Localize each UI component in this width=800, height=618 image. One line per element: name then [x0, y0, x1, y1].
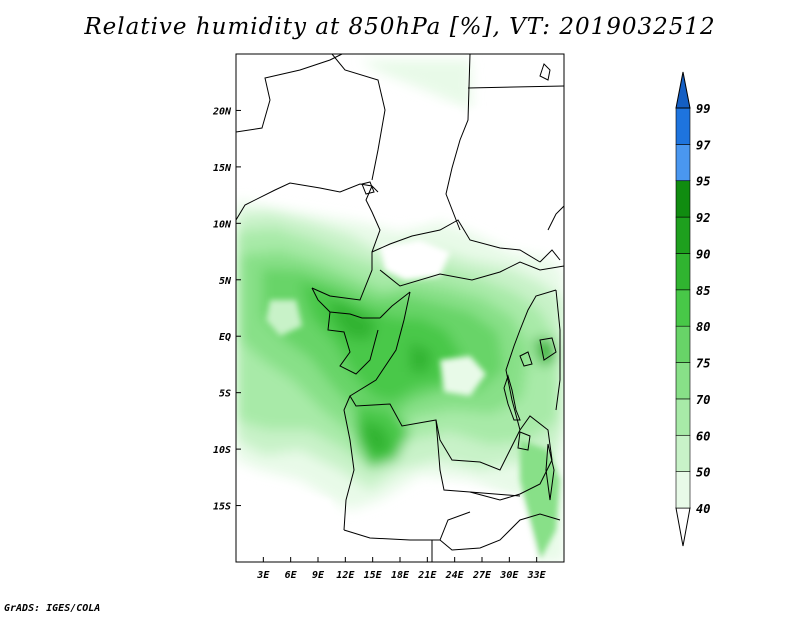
colorbar-label: 80: [696, 320, 710, 334]
lat-tick-label: 5S: [219, 389, 231, 400]
lon-tick-label: 18E: [391, 570, 410, 581]
colorbar-label: 40: [696, 502, 710, 516]
lon-tick-label: 21E: [417, 570, 437, 581]
colorbar-segment: [675, 107, 691, 145]
lon-tick-label: 3E: [256, 570, 270, 581]
colorbar-label: 70: [696, 393, 710, 407]
colorbar-label: 99: [696, 102, 710, 116]
lon-tick-label: 15E: [364, 570, 383, 581]
colorbar-label: 50: [696, 466, 710, 480]
map-title: Relative humidity at 850hPa [%], VT: 201…: [84, 14, 716, 40]
lon-tick-label: 6E: [285, 570, 298, 581]
country-boundaries: [236, 54, 564, 562]
colorbar-segment: [675, 253, 691, 291]
lat-tick-label: 5N: [219, 276, 232, 287]
colorbar-segment: [675, 471, 691, 509]
lon-tick-label: 33E: [527, 570, 547, 581]
colorbar-low-triangle: [675, 507, 691, 547]
colorbar-segment: [675, 144, 691, 182]
lat-tick-label: 20N: [212, 106, 232, 117]
lat-tick-label: 15N: [213, 163, 232, 174]
colorbar-label: 95: [696, 175, 710, 189]
lat-tick-label: 10N: [213, 219, 232, 230]
humidity-field: [236, 54, 564, 562]
colorbar-segment: [675, 362, 691, 400]
colorbar-segment: [675, 289, 691, 327]
colorbar-label: 75: [696, 357, 710, 371]
latitude-axis: 20N 15N 10N 5N EQ 5S 10S 15S: [212, 106, 241, 513]
colorbar-label: 85: [696, 284, 710, 298]
colorbar-label: 60: [696, 429, 710, 443]
grads-credit: GrADS: IGES/COLA: [4, 603, 101, 614]
colorbar-label: 97: [696, 138, 711, 152]
colorbar-segment: [675, 216, 691, 254]
colorbar-segment: [675, 434, 691, 472]
lat-tick-label: 15S: [213, 502, 231, 513]
colorbar-label: 92: [696, 211, 710, 225]
colorbar-segment: [675, 180, 691, 218]
colorbar-high-triangle: [675, 71, 691, 109]
lon-tick-label: 27E: [472, 570, 492, 581]
colorbar-segment: [675, 325, 691, 363]
lon-tick-label: 24E: [445, 570, 465, 581]
lon-tick-label: 9E: [312, 570, 325, 581]
longitude-axis: 3E 6E 9E 12E 15E 18E 21E 24E 27E 30E 33E: [256, 557, 547, 581]
lat-tick-label: EQ: [219, 332, 231, 343]
lon-tick-label: 30E: [499, 570, 519, 581]
lon-tick-label: 12E: [336, 570, 355, 581]
colorbar-segment: [675, 398, 691, 436]
colorbar: 40 50 60 70 75 80 85 90 92 95 97 99: [675, 71, 711, 547]
lat-tick-label: 10S: [213, 445, 231, 456]
colorbar-label: 90: [696, 247, 710, 261]
